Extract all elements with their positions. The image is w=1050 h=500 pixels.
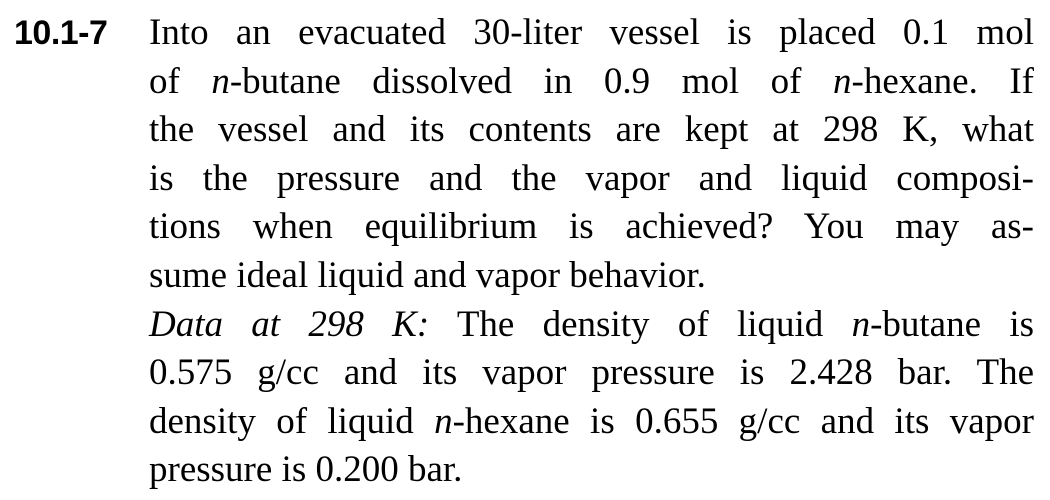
statement-line: Into an evacuated 30-liter vessel is pla…: [149, 12, 1034, 53]
data-line: 0.575 g/cc and its vapor pressure is 2.4…: [149, 352, 1034, 394]
italic-text: Data at 298 K:: [149, 303, 430, 345]
problem-statement: Into an evacuated 30-liter vessel is pla…: [149, 9, 1034, 301]
italic-text: n: [434, 400, 453, 442]
statement-line: tions when equilibrium is achieved? You …: [149, 206, 1034, 248]
statement-line: sume ideal liquid and vapor behavior.: [149, 254, 706, 296]
italic-text: n: [851, 303, 871, 345]
statement-line: is the pressure and the vapor and liquid…: [149, 157, 1034, 199]
problem-number: 10.1-7: [14, 14, 108, 52]
data-line: pressure is 0.200 bar.: [149, 449, 463, 491]
data-line: density of liquid n-hexane is 0.655 g/cc…: [149, 400, 1034, 442]
problem-data: Data at 298 K: The density of liquid n-b…: [149, 301, 1034, 495]
italic-text: n: [833, 60, 852, 102]
statement-line: the vessel and its contents are kept at …: [149, 109, 1034, 151]
italic-text: n: [211, 60, 230, 102]
data-line: Data at 298 K: The density of liquid n-b…: [149, 303, 1035, 345]
statement-line: of n-butane dissolved in 0.9 mol of n-he…: [149, 60, 1034, 102]
problem-body: Into an evacuated 30-liter vessel is pla…: [149, 9, 1034, 495]
